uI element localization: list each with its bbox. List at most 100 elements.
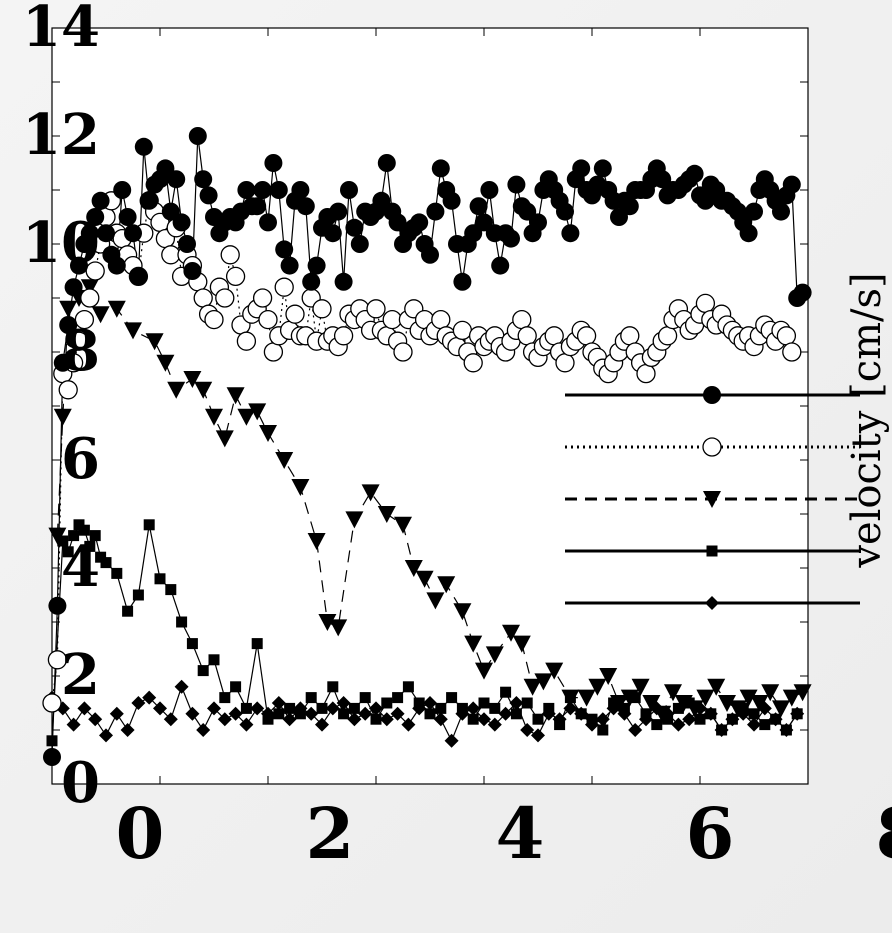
circle-marker: [280, 256, 299, 275]
circle-marker: [772, 202, 790, 221]
circle-marker: [703, 386, 721, 404]
square-marker: [478, 697, 490, 709]
triangle-marker: [750, 695, 769, 712]
diamond-marker: [509, 696, 524, 710]
y-tick-label: 10: [22, 210, 100, 276]
diamond-marker: [444, 733, 459, 748]
triangle-marker: [107, 300, 126, 318]
triangle-marker: [318, 614, 337, 631]
open-circle-marker: [636, 363, 656, 384]
triangle-marker: [793, 684, 812, 702]
circle-marker: [253, 181, 272, 199]
square-marker: [122, 605, 134, 617]
diamond-marker: [325, 701, 340, 716]
triangle-marker: [377, 506, 396, 523]
square-marker: [284, 702, 296, 714]
open-circle-marker: [47, 650, 68, 670]
diamond-marker: [174, 679, 189, 694]
circle-marker: [86, 208, 105, 226]
triangle-marker: [631, 678, 650, 696]
x-tick-label: 0: [116, 792, 165, 875]
square-marker: [706, 545, 718, 557]
square-marker: [780, 724, 792, 736]
open-circle-marker: [220, 245, 240, 265]
square-marker: [543, 702, 555, 714]
triangle-marker: [588, 678, 607, 696]
triangle-marker: [80, 279, 99, 297]
triangle-marker: [226, 387, 245, 405]
circle-marker: [323, 224, 342, 243]
open-circle-marker: [263, 342, 284, 362]
triangle-marker: [437, 576, 456, 594]
square-marker: [791, 708, 803, 720]
square-marker: [338, 708, 350, 720]
triangle-marker: [664, 684, 682, 702]
square-marker: [770, 713, 782, 725]
square-marker: [618, 702, 630, 714]
square-marker: [392, 692, 404, 704]
circle-marker: [134, 137, 153, 156]
square-marker: [305, 692, 317, 704]
square-marker: [348, 702, 360, 714]
square-marker: [57, 535, 69, 547]
square-marker: [402, 681, 414, 693]
diamond-marker: [88, 712, 103, 727]
circle-marker: [118, 208, 137, 226]
circle-marker: [453, 272, 472, 291]
triangle-marker: [426, 592, 445, 610]
circle-marker: [70, 256, 88, 275]
open-circle-marker: [215, 288, 235, 308]
circle-marker: [782, 175, 801, 194]
x-tick-label: 4: [496, 792, 545, 875]
circle-marker: [129, 267, 148, 286]
y-tick-label: 14: [22, 0, 100, 60]
circle-marker: [188, 127, 207, 145]
square-marker: [413, 697, 425, 709]
triangle-marker: [475, 662, 493, 680]
triangle-marker: [610, 695, 628, 712]
open-circle-marker: [258, 309, 278, 330]
open-circle-marker: [58, 380, 78, 400]
triangle-marker: [561, 689, 580, 707]
diamond-marker: [77, 701, 92, 716]
square-marker: [370, 713, 382, 725]
diamond-marker: [628, 723, 643, 737]
square-marker: [629, 692, 641, 704]
diamond-marker: [196, 723, 211, 737]
diamond-marker: [250, 701, 265, 716]
diamond-marker: [109, 706, 124, 721]
triangle-marker: [674, 695, 693, 712]
circle-marker: [91, 191, 110, 210]
open-circle-marker: [312, 299, 332, 319]
open-circle-marker: [382, 309, 402, 330]
x-tick-label: 6: [686, 792, 735, 875]
circle-marker: [529, 213, 547, 232]
circle-marker: [350, 235, 369, 253]
circle-marker: [194, 170, 213, 189]
circle-marker: [426, 202, 445, 221]
open-circle-marker: [620, 326, 640, 346]
legend: [565, 386, 860, 610]
triangle-marker: [703, 491, 721, 508]
square-marker: [273, 708, 285, 720]
circle-marker: [237, 181, 256, 199]
triangle-marker: [124, 322, 142, 340]
square-marker: [597, 724, 609, 736]
open-circle-marker: [252, 288, 273, 308]
tick-labels: 0 2 4 6 8 0 2 4 6 8 10 12 14: [22, 0, 892, 875]
open-circle-marker: [42, 693, 62, 713]
triangle-marker: [167, 381, 186, 399]
y-tick-label: 6: [61, 426, 100, 492]
square-marker: [154, 573, 166, 585]
square-marker: [521, 697, 533, 709]
diamond-marker: [423, 696, 437, 710]
diamond-marker: [487, 717, 502, 732]
square-marker: [737, 702, 749, 714]
diamond-marker: [358, 706, 373, 721]
open-circle-marker: [517, 326, 537, 346]
circle-marker: [107, 256, 126, 275]
circle-marker: [739, 224, 758, 243]
open-circle-marker: [225, 266, 246, 287]
square-marker: [111, 567, 123, 579]
circle-marker: [53, 353, 72, 372]
